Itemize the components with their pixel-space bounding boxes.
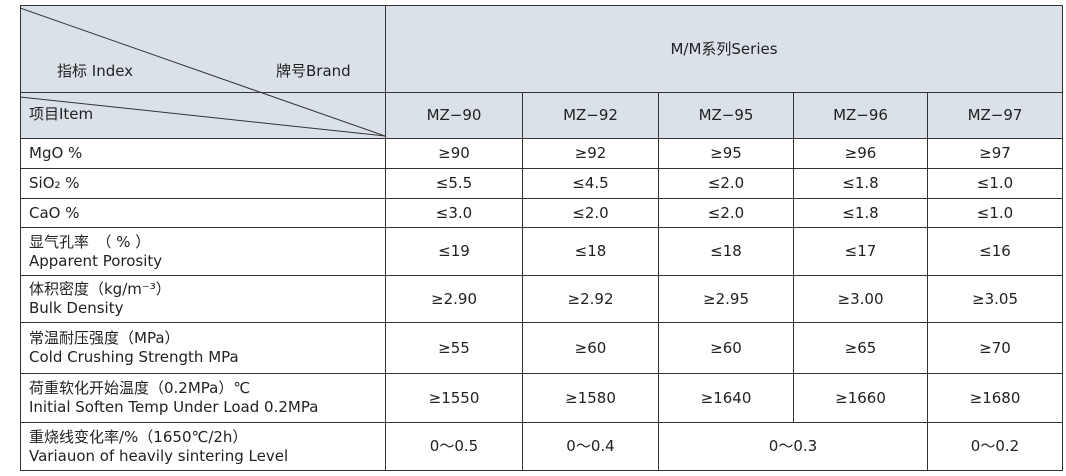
value-cell: ≤18 xyxy=(522,227,659,276)
item-text: MgO % xyxy=(29,144,83,162)
item-text: Bulk Density xyxy=(29,299,124,317)
item-text: 荷重软化开始温度（0.2MPa）℃ xyxy=(29,379,251,397)
grade-row: 项目Item MZ−90 MZ−92 MZ−95 MZ−96 MZ−97 xyxy=(20,92,1064,139)
value-cell: ≤16 xyxy=(926,227,1064,276)
value-cell: ≥2.90 xyxy=(385,275,523,323)
item-cell: 体积密度（kg/m⁻³） Bulk Density xyxy=(20,275,386,323)
item-cell: 显气孔率 （ % ） Apparent Porosity xyxy=(20,227,386,276)
item-text: Variauon of heavily sintering Level xyxy=(29,446,289,465)
value-cell: 0～0.3 xyxy=(658,422,928,471)
spec-table: 指标 Index 牌号Brand M/M系列Series 项目Item MZ−9… xyxy=(20,5,1064,471)
value-cell: ≥1660 xyxy=(793,373,928,423)
value-cell: ≤5.5 xyxy=(385,168,523,199)
value-cell: ≤4.5 xyxy=(522,168,659,199)
data-row: 重烧线变化率/%（1650℃/2h） Variauon of heavily si… xyxy=(20,422,1064,471)
item-text: 常温耐压强度（MPa） xyxy=(29,329,180,347)
item-text: Cold Crushing Strength MPa xyxy=(29,348,239,366)
value-cell: ≥92 xyxy=(522,138,659,169)
item-cell: 荷重软化开始温度（0.2MPa）℃ Initial Soften Temp Und… xyxy=(20,373,386,423)
value-cell: ≤1.0 xyxy=(926,168,1064,199)
value-cell: ≥2.92 xyxy=(522,275,659,323)
value-cell: ≥70 xyxy=(926,322,1064,374)
value-cell: ≥65 xyxy=(793,322,928,374)
value-cell: ≥60 xyxy=(658,322,794,374)
value-cell: ≤17 xyxy=(793,227,928,276)
value-cell: ≥3.00 xyxy=(793,275,928,323)
value-cell: ≥90 xyxy=(385,138,523,169)
grade-cell: MZ−90 xyxy=(385,92,523,139)
grade-cell: MZ−92 xyxy=(522,92,659,139)
value-cell: ≥1680 xyxy=(926,373,1064,423)
value-cell: ≤2.0 xyxy=(522,198,659,228)
data-row: 显气孔率 （ % ） Apparent Porosity ≤19 ≤18 ≤18 ≤17 ≤… xyxy=(20,227,1064,276)
data-row: MgO % ≥90 ≥92 ≥95 ≥96 ≥97 xyxy=(20,138,1064,169)
item-text: Apparent Porosity xyxy=(29,251,163,270)
value-cell: ≤19 xyxy=(385,227,523,276)
value-cell: ≥1640 xyxy=(658,373,794,423)
value-cell: ≤1.8 xyxy=(793,168,928,199)
data-row: 荷重软化开始温度（0.2MPa）℃ Initial Soften Temp Und… xyxy=(20,373,1064,423)
item-cell: CaO % xyxy=(20,198,386,228)
item-cell: SiO₂ % xyxy=(20,168,386,199)
series-title: M/M系列Series xyxy=(384,5,1064,93)
item-cell: MgO % xyxy=(20,138,386,169)
item-text: CaO % xyxy=(29,203,80,222)
item-cell: 常温耐压强度（MPa） Cold Crushing Strength MPa xyxy=(20,322,386,374)
data-row: SiO₂ % ≤5.5 ≤4.5 ≤2.0 ≤1.8 ≤1.0 xyxy=(20,168,1064,199)
value-cell: ≤1.0 xyxy=(926,198,1064,228)
value-cell: ≥95 xyxy=(658,138,794,169)
grade-cell: MZ−95 xyxy=(658,92,794,139)
grade-cell: MZ−96 xyxy=(793,92,928,139)
value-cell: ≤1.8 xyxy=(793,198,928,228)
grade-cell: MZ−97 xyxy=(926,92,1064,139)
item-label: 项目Item xyxy=(20,92,386,139)
item-cell: 重烧线变化率/%（1650℃/2h） Variauon of heavily si… xyxy=(20,422,386,471)
item-text: SiO₂ % xyxy=(29,174,80,192)
value-cell: ≥3.05 xyxy=(926,275,1064,323)
value-cell: ≥96 xyxy=(793,138,928,169)
header-row: 指标 Index 牌号Brand M/M系列Series xyxy=(20,5,1064,93)
value-cell: ≤2.0 xyxy=(658,198,794,228)
value-cell: ≥60 xyxy=(522,322,659,374)
item-text: 重烧线变化率/%（1650℃/2h） xyxy=(29,427,248,446)
value-cell: ≥1580 xyxy=(522,373,659,423)
value-cell: ≥1550 xyxy=(385,373,523,423)
item-text: 体积密度（kg/m⁻³） xyxy=(29,280,171,298)
value-cell: ≤18 xyxy=(658,227,794,276)
value-cell: ≤2.0 xyxy=(658,168,794,199)
value-cell: 0～0.5 xyxy=(385,422,523,471)
value-cell: 0～0.4 xyxy=(522,422,659,471)
corner-cell: 指标 Index 牌号Brand xyxy=(20,5,386,93)
data-row: 体积密度（kg/m⁻³） Bulk Density ≥2.90 ≥2.92 ≥2.95 ≥… xyxy=(20,275,1064,323)
item-text: Initial Soften Temp Under Load 0.2MPa xyxy=(29,398,319,416)
data-row: CaO % ≤3.0 ≤2.0 ≤2.0 ≤1.8 ≤1.0 xyxy=(20,198,1064,228)
value-cell: ≥97 xyxy=(926,138,1064,169)
value-cell: ≤3.0 xyxy=(385,198,523,228)
value-cell: ≥55 xyxy=(385,322,523,374)
data-row: 常温耐压强度（MPa） Cold Crushing Strength MPa ≥55… xyxy=(20,322,1064,374)
index-label: 指标 Index xyxy=(57,62,134,80)
value-cell: ≥2.95 xyxy=(658,275,794,323)
value-cell: 0～0.2 xyxy=(926,422,1064,471)
item-text: 显气孔率 （ % ） xyxy=(29,232,151,251)
brand-label: 牌号Brand xyxy=(276,62,351,80)
